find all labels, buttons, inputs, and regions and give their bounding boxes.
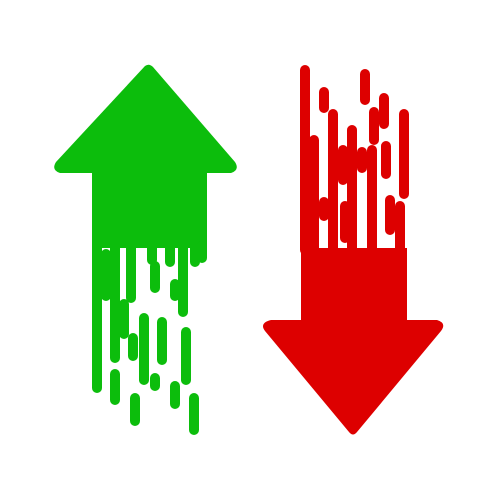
up-arrow-streaks <box>92 241 207 435</box>
down-arrow-shaft <box>301 248 407 326</box>
down-arrow-head <box>263 320 444 435</box>
up-arrow-icon <box>54 64 237 435</box>
down-arrow-streaks <box>300 65 409 255</box>
down-arrow-icon <box>263 65 444 435</box>
up-arrow-head <box>54 64 237 173</box>
up-arrow-shaft <box>92 170 207 248</box>
